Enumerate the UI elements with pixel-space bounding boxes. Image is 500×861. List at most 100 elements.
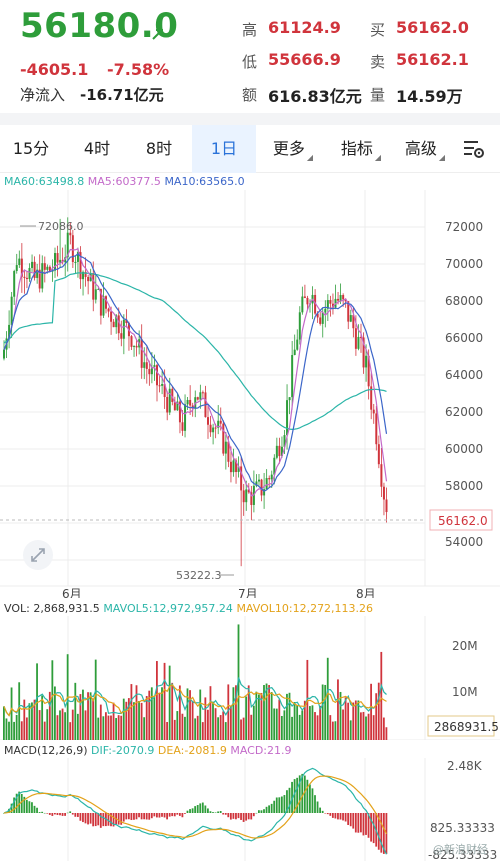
- macd-bar: [43, 812, 46, 814]
- candle-body: [38, 269, 41, 289]
- candle-body: [79, 252, 82, 280]
- ma5-legend: MA5:60377.5: [87, 175, 161, 188]
- volume-bar: [201, 722, 204, 740]
- volume-bar: [127, 698, 130, 740]
- tab-more[interactable]: 更多 ◢: [262, 125, 324, 173]
- volume-bar: [288, 692, 291, 740]
- candle-body: [133, 345, 136, 347]
- volume-bar: [110, 715, 112, 740]
- volume-bar: [143, 717, 146, 740]
- macd-y-tick: 2.48K: [447, 759, 483, 773]
- macd-name: MACD(12,26,9): [4, 744, 88, 757]
- macd-bar: [367, 813, 370, 838]
- macd-bar: [41, 811, 44, 813]
- candle-body: [143, 362, 146, 368]
- macd-bar: [331, 813, 334, 818]
- macd-chart[interactable]: 2.48K 825.33333 -825.33333: [0, 758, 500, 861]
- candle-body: [25, 277, 28, 280]
- macd-bar: [82, 813, 84, 823]
- macd-bar: [69, 811, 72, 813]
- macd-bar: [232, 813, 235, 819]
- macd-bar: [97, 813, 100, 826]
- volume-bar: [82, 689, 84, 740]
- candle-body: [150, 367, 153, 375]
- macd-bar: [110, 813, 112, 827]
- volume-bar: [339, 691, 342, 740]
- volume-bar: [168, 665, 171, 740]
- tab-1d[interactable]: 1日: [192, 125, 256, 173]
- macd-bar: [66, 812, 69, 814]
- macd-bar: [365, 813, 367, 835]
- macd-bar: [84, 813, 87, 824]
- volume-bar: [87, 692, 89, 740]
- volume-bar: [36, 663, 38, 740]
- volume-bar: [222, 711, 225, 740]
- candle-body: [125, 319, 128, 324]
- y-tick: 68000: [445, 294, 483, 308]
- tab-8h[interactable]: 8时: [128, 125, 190, 173]
- macd-bar: [339, 813, 342, 820]
- candle-body: [166, 396, 169, 413]
- macd-bar: [138, 813, 140, 818]
- y-tick: 66000: [445, 331, 483, 345]
- dropdown-triangle-icon: ◢: [306, 153, 314, 162]
- tab-4h[interactable]: 4时: [66, 125, 128, 173]
- candle-body: [293, 349, 296, 355]
- volume-bar: [64, 712, 66, 740]
- candle-body: [122, 319, 125, 339]
- expand-chart-button[interactable]: [23, 540, 53, 570]
- candle-body: [87, 276, 90, 282]
- candle-body: [303, 296, 306, 298]
- volume-value: 14.59万: [396, 87, 463, 106]
- tab-advanced[interactable]: 高级 ◢: [394, 125, 456, 173]
- macd-bar: [156, 813, 158, 818]
- candle-body: [227, 441, 230, 462]
- price-change-percent: -7.58%: [107, 60, 170, 79]
- macd-bar: [347, 813, 350, 825]
- macd-bar: [79, 813, 82, 821]
- ma60-line: [3, 272, 387, 431]
- macd-bar: [189, 809, 191, 813]
- volume-bar: [140, 702, 143, 740]
- volume-bar: [28, 703, 31, 740]
- candle-body: [329, 300, 332, 304]
- net-inflow-value: -16.71亿元: [80, 86, 164, 104]
- volume-bar: [296, 705, 299, 740]
- macd-histogram: [3, 773, 388, 854]
- volume-bar: [186, 688, 189, 740]
- macd-bar: [212, 812, 214, 813]
- macd-bar: [99, 813, 102, 828]
- volume-bar: [84, 710, 87, 740]
- candle-body: [94, 289, 97, 300]
- volume-bar: [258, 694, 260, 740]
- volume-bar: [41, 695, 44, 740]
- amount-value: 616.83亿元: [268, 87, 362, 106]
- candle-body: [275, 445, 278, 458]
- candle-body: [184, 404, 187, 431]
- macd-bar: [143, 813, 146, 820]
- volume-chart[interactable]: 20M 10M 2868931.5: [0, 616, 500, 740]
- candle-body: [382, 486, 385, 500]
- candlestick-chart[interactable]: 56162.0 72000 70000 68000 66000 64000 62…: [0, 190, 500, 598]
- macd-bar: [263, 809, 265, 813]
- macd-bar: [288, 787, 291, 813]
- macd-bar: [201, 802, 204, 813]
- section-divider: [0, 113, 500, 125]
- macd-bar: [265, 806, 268, 813]
- volume-bar: [324, 684, 327, 740]
- tab-15min[interactable]: 15分: [0, 125, 62, 173]
- macd-bar: [51, 813, 54, 816]
- macd-bar: [324, 813, 327, 814]
- volume-bar: [321, 684, 324, 740]
- candle-body: [10, 296, 13, 325]
- chart-settings-icon[interactable]: [462, 138, 486, 160]
- candle-body: [209, 424, 212, 433]
- candle-body: [344, 299, 347, 302]
- macd-bar: [150, 813, 153, 819]
- volume-bar: [189, 690, 191, 740]
- volume-bar: [242, 717, 245, 740]
- tab-indicators[interactable]: 指标 ◢: [330, 125, 392, 173]
- macd-bar: [255, 812, 258, 814]
- candle-body: [135, 345, 138, 348]
- volume-bar: [268, 685, 270, 740]
